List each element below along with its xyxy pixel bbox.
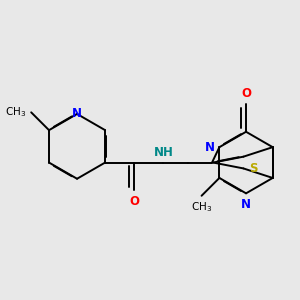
Text: N: N [241,198,251,211]
Text: S: S [249,162,258,175]
Text: O: O [241,87,251,101]
Text: CH$_3$: CH$_3$ [191,201,212,214]
Text: O: O [129,195,139,208]
Text: NH: NH [154,146,173,159]
Text: N: N [72,107,82,121]
Text: CH$_3$: CH$_3$ [5,105,26,119]
Text: N: N [205,141,214,154]
